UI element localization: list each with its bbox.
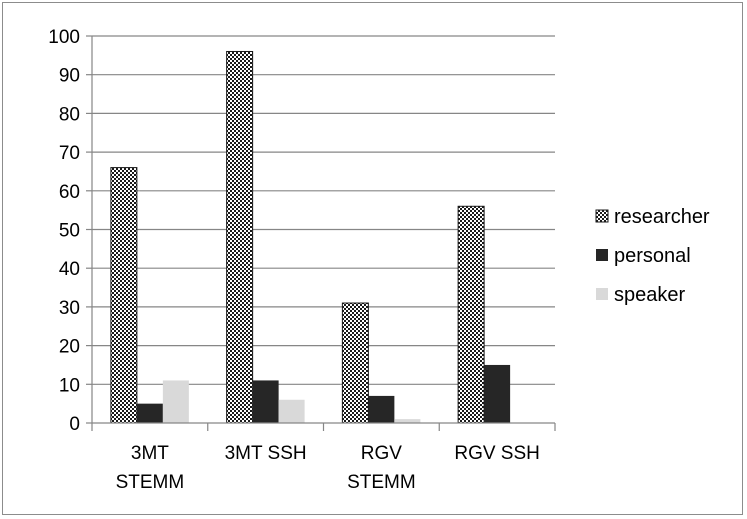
y-tick-label: 10: [59, 375, 80, 396]
legend-label-personal: personal: [614, 245, 691, 267]
bar-researcher: [110, 167, 138, 424]
y-axis-labels: 0 10 20 30 40 50 60 70 80 90 100: [48, 27, 80, 435]
y-tick-label: 100: [48, 27, 80, 48]
x-tick-label: RGV SSH: [454, 443, 540, 464]
legend-swatch-personal: [596, 249, 608, 261]
bar-personal: [368, 395, 395, 423]
bar-researcher: [457, 205, 485, 424]
bar-speaker: [394, 419, 421, 423]
bar-personal: [252, 380, 279, 423]
y-tick-label: 40: [59, 259, 80, 280]
y-tick-label: 90: [59, 66, 80, 87]
y-tick-label: 30: [59, 298, 80, 319]
bar-personal: [136, 403, 163, 423]
axes: [86, 35, 556, 431]
bar-speaker: [278, 399, 305, 423]
bar-researcher: [341, 302, 369, 424]
y-tick-label: 20: [59, 337, 80, 358]
x-tick-label: 3MT STEMM: [116, 443, 185, 493]
x-tick-label: RGV STEMM: [347, 443, 416, 493]
bar-researcher: [226, 50, 254, 424]
gridlines: [92, 35, 555, 385]
y-tick-label: 70: [59, 143, 80, 164]
legend-label-researcher: researcher: [614, 206, 710, 228]
legend: researcher personal speaker: [595, 206, 710, 306]
bar-personal: [484, 364, 511, 423]
x-axis-labels: 3MT STEMM 3MT SSH RGV STEMM RGV SSH: [116, 443, 540, 493]
legend-label-speaker: speaker: [614, 284, 685, 306]
legend-swatch-researcher: [595, 209, 609, 223]
y-tick-label: 50: [59, 221, 80, 242]
legend-swatch-speaker: [596, 288, 608, 300]
x-tick-label: 3MT SSH: [225, 443, 307, 464]
bar-speaker: [162, 380, 189, 423]
y-tick-label: 60: [59, 182, 80, 203]
y-tick-label: 80: [59, 104, 80, 125]
bars: [110, 50, 511, 424]
y-tick-label: 0: [69, 414, 80, 435]
